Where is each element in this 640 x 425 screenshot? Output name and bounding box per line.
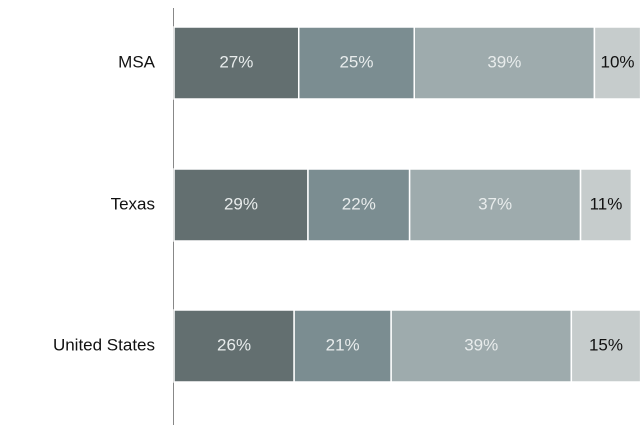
value-label: 29% — [224, 194, 258, 213]
value-label: 26% — [217, 335, 251, 354]
value-label: 15% — [589, 335, 623, 354]
bar-segment — [408, 168, 582, 242]
bar-segment — [297, 26, 415, 100]
bar-segment — [570, 309, 640, 383]
bar-segment — [413, 26, 596, 100]
value-label: 39% — [464, 335, 498, 354]
value-label: 21% — [326, 335, 360, 354]
value-label: 25% — [339, 52, 373, 71]
category-label: MSA — [118, 52, 156, 71]
category-label: United States — [53, 335, 155, 354]
value-label: 11% — [590, 194, 623, 213]
value-label: 27% — [219, 52, 253, 71]
category-label: Texas — [111, 194, 155, 213]
value-label: 22% — [342, 194, 376, 213]
bar-segment — [173, 168, 309, 242]
value-label: 39% — [487, 52, 521, 71]
bar-segment — [307, 168, 411, 242]
value-label: 37% — [478, 194, 512, 213]
bar-segment — [579, 168, 633, 242]
value-label: 10% — [601, 52, 635, 71]
bar-segment — [593, 26, 640, 100]
bar-segment — [293, 309, 392, 383]
